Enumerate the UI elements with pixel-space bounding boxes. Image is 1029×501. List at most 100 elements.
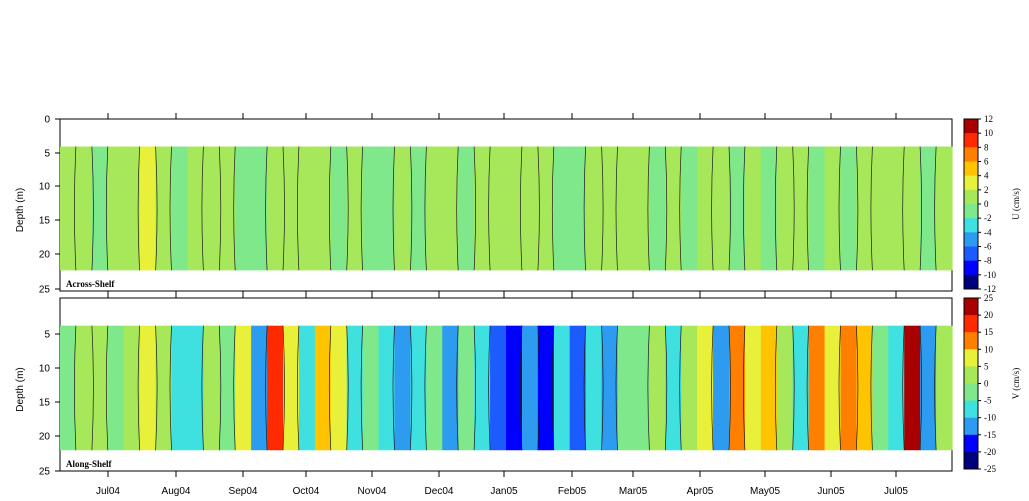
contour-line	[201, 325, 204, 451]
x-tick-label: Jul05	[884, 486, 908, 497]
contour-line	[615, 146, 618, 271]
heat-cell	[283, 325, 300, 451]
heat-cell	[362, 146, 380, 271]
contour-line	[856, 146, 859, 271]
heat-cell	[840, 146, 858, 271]
heat-cell	[633, 325, 650, 451]
colorbar-segment	[964, 147, 978, 162]
contour-line	[424, 325, 427, 451]
colorbar-tick-label: 10	[984, 128, 994, 138]
colorbar-segment	[964, 119, 978, 134]
heat-cell	[155, 146, 173, 271]
contour-line	[838, 146, 841, 271]
x-tick-label: Aug04	[162, 486, 191, 497]
heat-cell	[697, 325, 714, 451]
contour-line	[456, 325, 459, 451]
heat-cell	[537, 325, 555, 451]
y-tick-label: 10	[39, 182, 51, 193]
heat-cell	[91, 146, 109, 271]
heat-cell	[298, 325, 316, 451]
contour-line	[201, 146, 204, 271]
contour-line	[424, 146, 427, 271]
heat-cell	[75, 325, 93, 451]
contour-line	[346, 325, 349, 451]
heat-cell	[553, 146, 571, 271]
colorbar-tick-label: 0	[984, 379, 989, 389]
heat-cell	[410, 146, 427, 271]
colorbar-tick-label: -25	[984, 464, 996, 474]
heat-cell	[219, 146, 236, 271]
heat-cell	[458, 325, 475, 451]
heat-cell	[506, 146, 523, 271]
contour-line	[520, 146, 523, 271]
heat-cell	[235, 146, 252, 271]
contour-line	[774, 325, 778, 451]
heat-cell	[60, 325, 77, 451]
x-tick-label: Jun05	[817, 486, 845, 497]
heat-cell	[91, 325, 109, 451]
contour-line	[360, 146, 363, 271]
colorbar-tick-label: -10	[984, 270, 996, 280]
heat-cell	[75, 146, 93, 271]
colorbar-segment	[964, 260, 978, 276]
heat-cell	[792, 325, 810, 451]
heat-cell	[744, 146, 762, 271]
heat-cell	[267, 146, 284, 271]
heat-cell	[171, 325, 189, 451]
colorbar-segment	[964, 434, 978, 453]
heat-cell	[665, 146, 682, 271]
contour-line	[410, 146, 413, 271]
heat-cell	[904, 146, 921, 271]
contour-line	[233, 325, 236, 451]
panel-along-shelf: 5 10 15 20 25 Depth (m) Along-Shelf 25 20 15 10 5 0 -…	[15, 292, 1021, 478]
heat-cell	[107, 325, 125, 451]
heat-cell	[187, 146, 204, 271]
colorbar-segment	[964, 189, 978, 205]
heat-cell	[808, 146, 826, 271]
contour-line	[537, 146, 540, 271]
contour-line	[410, 325, 413, 451]
contour-line	[488, 325, 491, 451]
contour-line	[792, 146, 795, 271]
contour-line	[282, 146, 285, 271]
colorbar-tick-label: -4	[984, 227, 992, 237]
heat-cell	[410, 325, 427, 451]
heat-cell	[123, 146, 141, 271]
heat-cell	[585, 146, 603, 271]
heat-cell	[426, 325, 443, 451]
colorbar-tick-label: -10	[984, 413, 996, 423]
heat-cell	[936, 146, 953, 271]
y-tick-label: 20	[39, 432, 51, 443]
heat-cell	[729, 325, 746, 451]
contour-line	[233, 146, 236, 271]
colorbar-segment	[964, 232, 978, 247]
colorbar-tick-label: -12	[984, 284, 996, 294]
colorbar-segment	[964, 400, 978, 419]
heat-cell	[792, 146, 810, 271]
contour-line	[74, 325, 77, 451]
heat-cell	[617, 146, 635, 271]
contour-line	[856, 325, 859, 451]
heat-cell	[521, 146, 539, 271]
heat-cell	[904, 325, 921, 451]
contour-line	[664, 325, 668, 451]
colorbar-segment	[964, 204, 978, 219]
colorbar-segment	[964, 315, 978, 333]
contour-line	[520, 325, 523, 451]
contour-line	[934, 146, 937, 271]
contour-line	[934, 325, 937, 451]
heat-cell	[537, 146, 555, 271]
colorbar-tick-label: 20	[984, 310, 994, 320]
x-tick-label: Sep04	[229, 486, 258, 497]
contour-line	[105, 325, 109, 451]
y-tick-label: 25	[39, 467, 51, 478]
colorbar-segment	[964, 349, 978, 367]
contour-line	[711, 325, 714, 451]
contour-line	[297, 325, 300, 451]
heat-cell	[298, 146, 316, 271]
heat-cell	[394, 146, 412, 271]
heat-cell	[633, 146, 650, 271]
contour-line	[774, 146, 778, 271]
contour-line	[551, 146, 555, 271]
